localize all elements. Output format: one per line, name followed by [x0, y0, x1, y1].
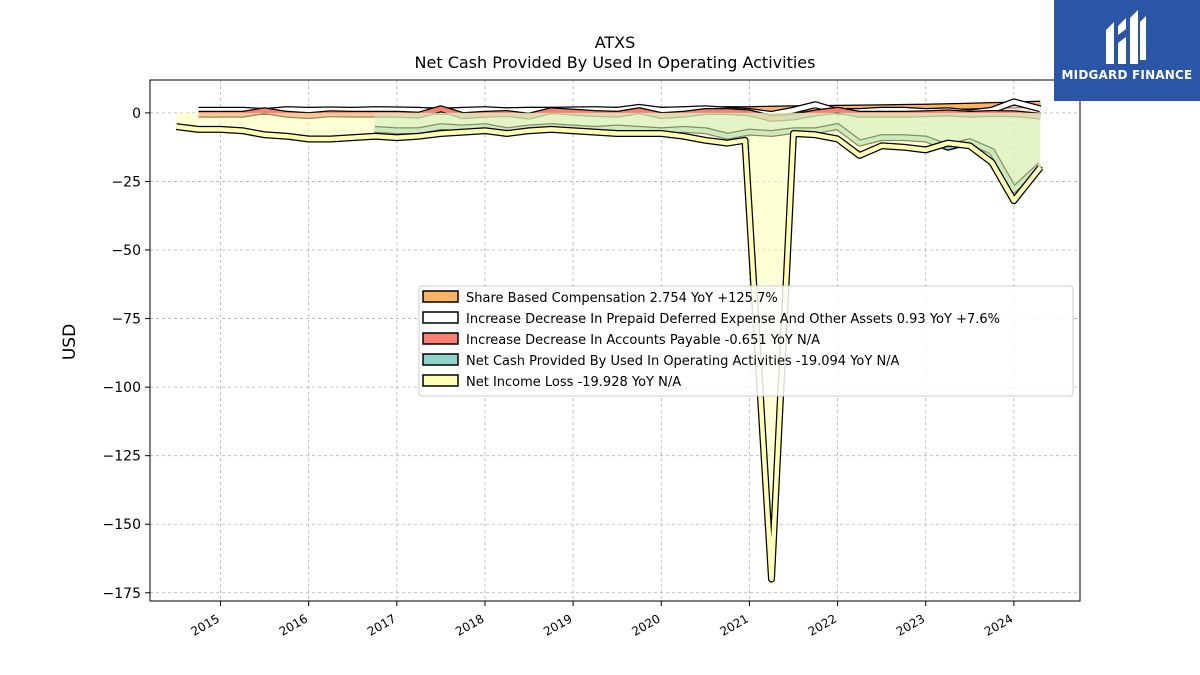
legend-box — [418, 285, 1074, 397]
legend-swatch — [422, 353, 459, 366]
chart-title: ATXS — [595, 33, 636, 52]
legend-label: Increase Decrease In Prepaid Deferred Ex… — [466, 312, 1000, 327]
midgard-finance-logo: MIDGARD FINANCE — [1054, 0, 1200, 101]
legend-swatch — [422, 290, 459, 303]
y-tick-label: −50 — [111, 243, 141, 259]
legend-label: Net Income Loss -19.928 YoY N/A — [466, 375, 681, 390]
y-tick-label: −175 — [103, 586, 141, 602]
legend: Share Based Compensation 2.754 YoY +125.… — [418, 285, 1074, 397]
y-tick-label: −125 — [103, 449, 141, 465]
axes — [149, 79, 1081, 602]
midgard-m-logo-icon — [1106, 10, 1146, 64]
x-tick-label: 2022 — [806, 611, 839, 638]
series-areas — [175, 98, 1044, 583]
legend-swatch — [422, 311, 459, 324]
legend-swatch — [422, 332, 459, 345]
y-tick-label: 0 — [132, 106, 141, 122]
x-tick-label: 2023 — [894, 611, 927, 638]
legend-label: Increase Decrease In Accounts Payable -0… — [466, 333, 820, 348]
x-tick-label: 2017 — [365, 611, 398, 638]
x-tick-label: 2021 — [717, 611, 750, 638]
x-tick-label: 2024 — [982, 611, 1015, 638]
series-line-1 — [198, 99, 1041, 117]
legend-label: Net Cash Provided By Used In Operating A… — [466, 354, 900, 369]
series-line-4 — [176, 124, 1043, 582]
x-tick-label: 2019 — [541, 611, 574, 638]
plot-frame — [149, 79, 1081, 602]
legend-label: Share Based Compensation 2.754 YoY +125.… — [466, 291, 778, 306]
legend-swatch — [422, 374, 459, 387]
x-tick-label: 2020 — [629, 611, 662, 638]
logo-text: MIDGARD FINANCE — [1061, 68, 1193, 82]
y-tick-label: −75 — [111, 312, 141, 328]
y-axis-label: USD — [60, 324, 80, 360]
x-tick-label: 2018 — [453, 611, 486, 638]
chart-subtitle: Net Cash Provided By Used In Operating A… — [415, 53, 816, 72]
x-tick-label: 2015 — [189, 611, 222, 638]
y-tick-label: −25 — [111, 174, 141, 190]
y-tick-label: −150 — [103, 517, 141, 533]
x-tick-label: 2016 — [277, 611, 310, 638]
y-tick-label: −100 — [103, 380, 141, 396]
